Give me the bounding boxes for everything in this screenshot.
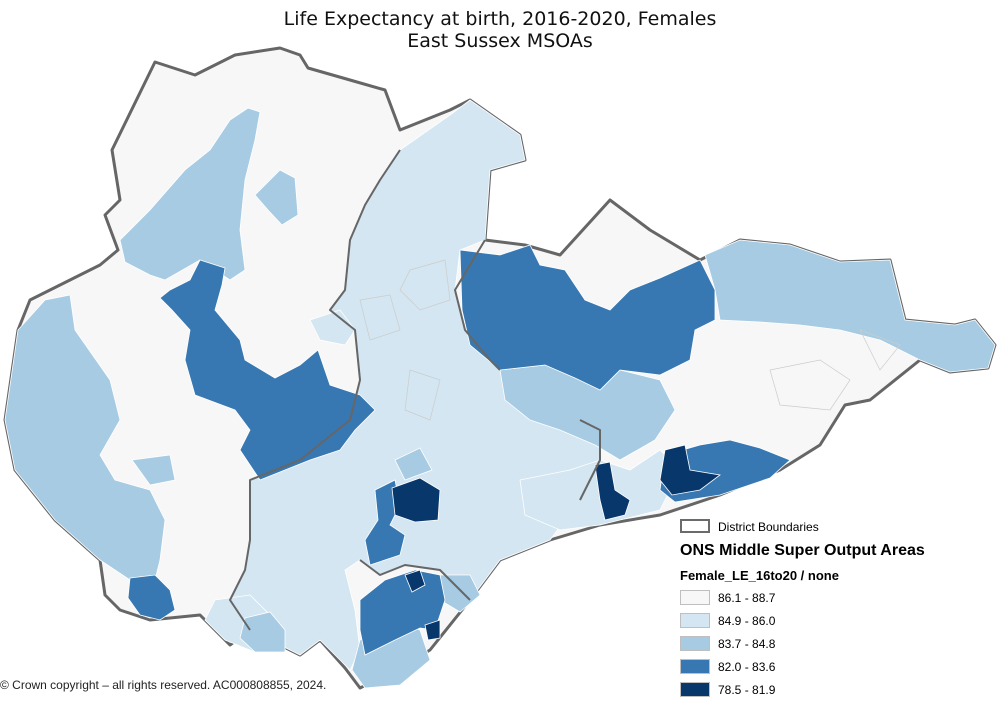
boundary-label: District Boundaries — [718, 520, 819, 534]
legend-field: Female_LE_16to20 / none — [680, 568, 839, 583]
msoa-region-hastings-darkest — [659, 444, 721, 496]
msoa-region-crowborough-mid — [254, 169, 299, 226]
msoa-region-uckfield-mid — [131, 454, 176, 486]
msoa-region-east-mid — [704, 239, 996, 373]
internal-boundaries — [359, 259, 901, 421]
msoa-region-rother-dark — [459, 244, 716, 391]
title-line-1: Life Expectancy at birth, 2016-2020, Fem… — [283, 8, 717, 30]
msoa-region-newhaven-mid — [239, 611, 286, 653]
msoa-region-seaford-dark — [127, 574, 176, 621]
legend-swatch-5 — [680, 682, 710, 697]
legend-label-3: 83.7 - 84.8 — [718, 637, 776, 651]
district-boundaries — [229, 149, 601, 631]
legend-label-5: 78.5 - 81.9 — [718, 683, 776, 697]
msoa-region-heathfield-dark — [159, 259, 376, 481]
msoa-region-west-mid — [4, 294, 166, 581]
legend-swatch-1 — [680, 590, 710, 605]
boundary-swatch — [680, 519, 710, 533]
copyright-notice: © Crown copyright – all rights reserved.… — [0, 678, 327, 692]
msoa-region-eastbourne-darkest — [404, 569, 426, 593]
msoa-region-hailsham-darkest — [391, 477, 441, 523]
msoa-region-hailsham-mid — [394, 447, 433, 481]
msoa-region-bexhill-darkest — [594, 461, 631, 521]
legend-swatch-2 — [680, 613, 710, 628]
legend-swatch-4 — [680, 659, 710, 674]
legend-label-2: 84.9 - 86.0 — [718, 614, 776, 628]
msoa-region-north-light — [309, 309, 356, 346]
msoa-region-eastbourne-south-darkest — [424, 619, 441, 641]
legend-swatch-3 — [680, 636, 710, 651]
legend-heading: ONS Middle Super Output Areas — [680, 542, 925, 559]
legend-label-1: 86.1 - 88.7 — [718, 591, 776, 605]
map-title: Life Expectancy at birth, 2016-2020, Fem… — [0, 8, 1000, 52]
legend-label-4: 82.0 - 83.6 — [718, 660, 776, 674]
title-line-2: East Sussex MSOAs — [407, 30, 593, 52]
